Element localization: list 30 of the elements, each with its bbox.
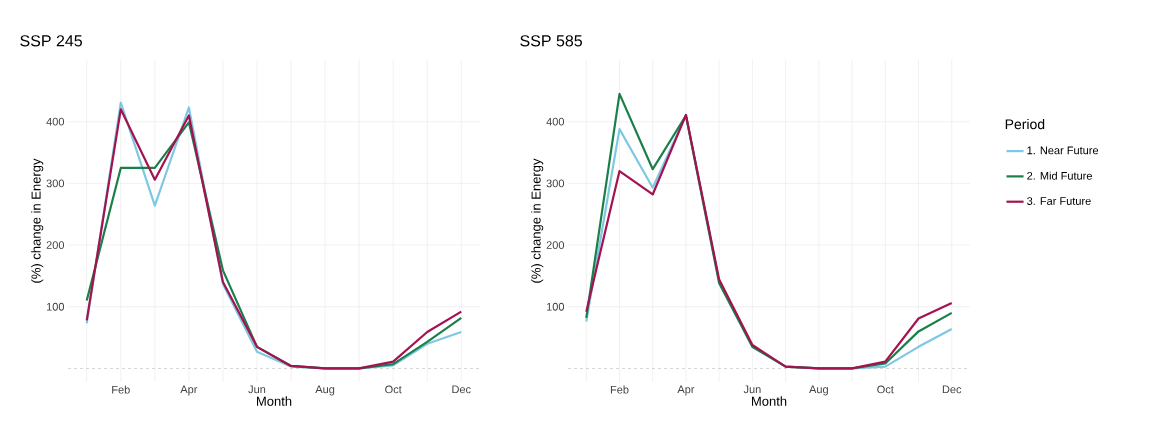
x-axis-title: Month: [257, 396, 292, 406]
y-tick-label: 200: [46, 241, 65, 249]
x-tick-label: Aug: [809, 385, 828, 396]
y-tick-label: 400: [46, 117, 65, 126]
x-tick-label: Apr: [180, 385, 198, 396]
x-tick-label: Dec: [942, 385, 962, 394]
y-tick-label: 100: [46, 302, 65, 311]
x-axis-title: Month: [752, 396, 787, 406]
y-axis-title: (%) change in Energy: [31, 158, 44, 283]
x-tick-label: Dec: [452, 385, 471, 394]
y-axis-title: (%) change in Energy: [531, 158, 544, 283]
x-tick-label: Apr: [677, 385, 695, 396]
y-tick-label: 200: [546, 241, 565, 249]
x-tick-label: Aug: [315, 385, 335, 396]
chart-title: SSP 245: [20, 35, 82, 47]
x-tick-label: Jun: [248, 385, 266, 394]
y-tick-label: 300: [546, 179, 565, 188]
x-tick-label: Oct: [385, 385, 402, 394]
x-tick-label: Feb: [112, 385, 130, 394]
x-tick-label: Jun: [743, 385, 761, 394]
x-tick-label: Feb: [610, 385, 629, 394]
legend-title: Period: [1005, 118, 1045, 130]
chart-title: SSP 585: [520, 35, 582, 47]
y-tick-label: 300: [46, 179, 65, 188]
legend-label: 3. Far Future: [1027, 197, 1091, 205]
y-tick-label: 100: [546, 302, 565, 311]
x-tick-label: Oct: [877, 385, 894, 394]
legend-label: 1. Near Future: [1027, 146, 1099, 155]
y-tick-label: 400: [546, 117, 565, 126]
legend-label: 2. Mid Future: [1027, 171, 1092, 180]
